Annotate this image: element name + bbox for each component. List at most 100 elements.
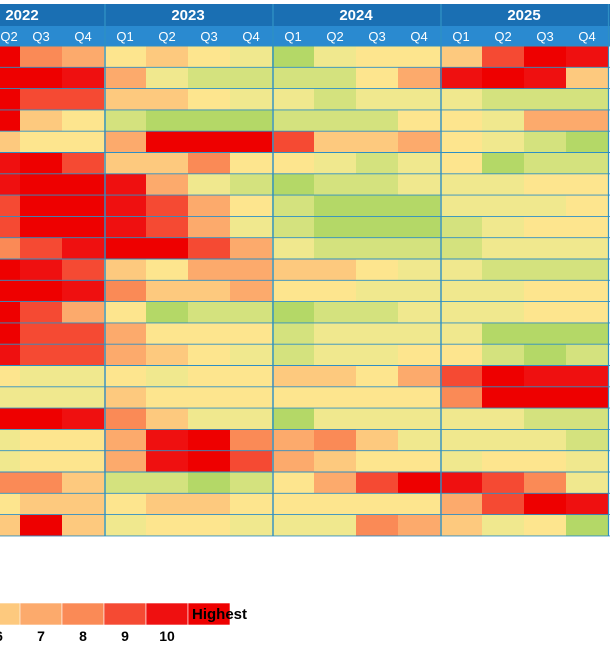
heatmap-cell [230,472,272,494]
heatmap-cell [482,301,524,324]
heatmap-cell [482,472,524,494]
heatmap-cell [398,408,440,430]
legend-swatch [19,602,63,626]
quarter-label: Q4 [578,29,595,44]
heatmap-cell [62,46,104,68]
heatmap-cell [104,493,146,515]
heatmap-cell [482,429,524,451]
heatmap-cell [482,131,524,153]
heatmap-cell [188,195,230,217]
heatmap-cell [398,46,440,68]
heatmap-cell [566,216,608,238]
heatmap-cell [524,408,566,430]
heatmap-cell [482,322,524,345]
heatmap-cell [230,301,272,324]
heatmap-cell [20,152,62,175]
heatmap-cell [566,322,608,345]
heatmap-cell [0,280,20,302]
heatmap-cell [104,322,146,345]
heatmap-cell [188,131,230,153]
heatmap-cell [230,386,272,409]
heatmap-cell [566,173,608,196]
heatmap-cell [398,195,440,217]
heatmap-cell [146,109,188,132]
heatmap-cell [440,344,482,366]
heatmap-cell [272,450,314,473]
heatmap-cell [62,408,104,430]
heatmap-cell [104,195,146,217]
heatmap-cell [524,344,566,366]
heatmap-cell [356,493,398,515]
quarter-header-bar [0,26,610,46]
heatmap-cell [398,67,440,89]
heatmap-cell [440,408,482,430]
heatmap-cell [62,493,104,515]
heatmap-cell [314,152,356,175]
heatmap-cell [230,131,272,153]
heatmap-cell [272,88,314,111]
year-label-2024: 2024 [339,7,373,24]
quarter-label: Q3 [200,29,217,44]
heatmap-cell [440,386,482,409]
heatmap-cell [482,280,524,302]
heatmap-cell [398,514,440,537]
heatmap-cell [62,173,104,196]
heatmap-cell [272,429,314,451]
heatmap-cell [0,344,20,366]
heatmap-cell [440,472,482,494]
heatmap-cell [314,237,356,260]
heatmap-cell [62,237,104,260]
heatmap-cell [524,429,566,451]
heatmap-cell [272,109,314,132]
heatmap-cell [62,131,104,153]
legend-swatch [187,602,231,626]
year-header-bar [0,4,610,26]
heatmap-cell [482,365,524,388]
heatmap-cell [566,109,608,132]
heatmap-cell [188,216,230,238]
heatmap-cell [104,301,146,324]
heatmap-cell [314,514,356,537]
heatmap-cell [398,173,440,196]
heatmap-cell [524,514,566,537]
heatmap-cell [146,259,188,281]
quarter-label: Q4 [74,29,91,44]
heatmap-cell [188,173,230,196]
heatmap-cell [482,216,524,238]
heatmap-cell [356,237,398,260]
heatmap-cell [482,237,524,260]
heatmap-cell [566,131,608,153]
heatmap-cell [146,195,188,217]
year-label-2023: 2023 [171,7,204,24]
heatmap-cell [356,152,398,175]
heatmap-cell [482,88,524,111]
heatmap-cell [314,344,356,366]
heatmap-cell [62,152,104,175]
heatmap-cell [524,88,566,111]
heatmap-cell [272,408,314,430]
heatmap-cell [188,67,230,89]
heatmap-cell [230,216,272,238]
heatmap-cell [0,301,20,324]
heatmap-cell [398,109,440,132]
heatmap-cell [230,322,272,345]
heatmap-cell [272,195,314,217]
heatmap-cell [356,322,398,345]
heatmap-cell [356,514,398,537]
heatmap-cell [524,365,566,388]
heatmap-cell [230,195,272,217]
heatmap-cell [20,216,62,238]
heatmap-cell [230,46,272,68]
heatmap-cell [230,344,272,366]
legend-swatch [103,602,147,626]
heatmap-cell [440,322,482,345]
heatmap-cell [104,408,146,430]
heatmap-cell [20,344,62,366]
heatmap-cell [146,429,188,451]
heatmap-cell [524,472,566,494]
heatmap-cell [146,152,188,175]
heatmap-cell [0,216,20,238]
heatmap-cell [356,173,398,196]
heatmap-cell [440,216,482,238]
heatmap-cell [566,450,608,473]
